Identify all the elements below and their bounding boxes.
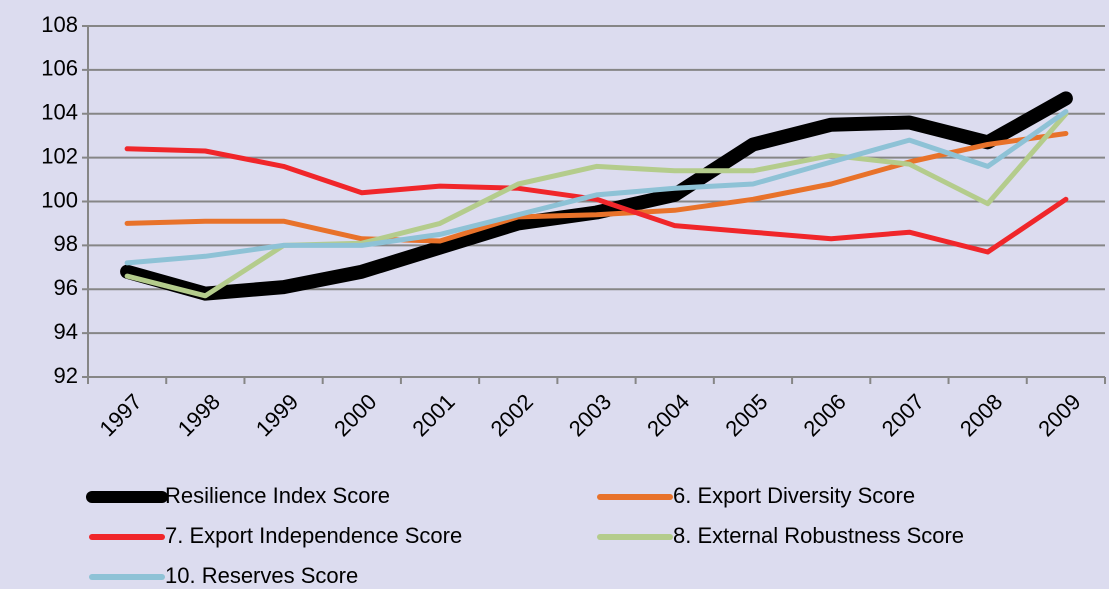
legend-label: 6. Export Diversity Score [673, 483, 915, 508]
y-tick-label: 96 [54, 275, 78, 300]
y-tick-label: 104 [41, 100, 78, 125]
x-tick-label: 2008 [955, 389, 1007, 441]
x-tick-label: 2004 [642, 389, 694, 441]
grid [82, 25, 1106, 384]
x-tick-label: 2009 [1033, 389, 1085, 441]
x-tick-label: 2001 [407, 389, 459, 441]
x-tick-label: 2006 [799, 389, 851, 441]
legend-label: Resilience Index Score [165, 483, 390, 508]
y-tick-label: 108 [41, 12, 78, 37]
x-tick-label: 2002 [486, 389, 538, 441]
y-tick-label: 92 [54, 363, 78, 388]
y-tick-label: 106 [41, 56, 78, 81]
series-line [124, 111, 1069, 299]
legend-label: 10. Reserves Score [165, 563, 358, 588]
y-tick-label: 102 [41, 143, 78, 168]
y-tick-label: 98 [54, 231, 78, 256]
plot-lines [120, 91, 1073, 301]
y-tick-label: 100 [41, 187, 78, 212]
legend: Resilience Index Score 6. Export Diversit… [86, 483, 964, 588]
series-line [124, 131, 1069, 244]
y-tick-label: 94 [54, 319, 78, 344]
x-tick-label: 1999 [251, 389, 303, 441]
x-tick-label: 1997 [94, 389, 146, 441]
x-tick-label: 2005 [720, 389, 772, 441]
legend-label: 8. External Robustness Score [673, 523, 964, 548]
series-line [124, 146, 1069, 255]
legend-label: 7. Export Independence Score [165, 523, 462, 548]
x-tick-label: 2003 [564, 389, 616, 441]
x-tick-label: 1998 [173, 389, 225, 441]
series-line [124, 109, 1069, 266]
x-tick-label: 2000 [329, 389, 381, 441]
x-tick-label: 2007 [877, 389, 929, 441]
